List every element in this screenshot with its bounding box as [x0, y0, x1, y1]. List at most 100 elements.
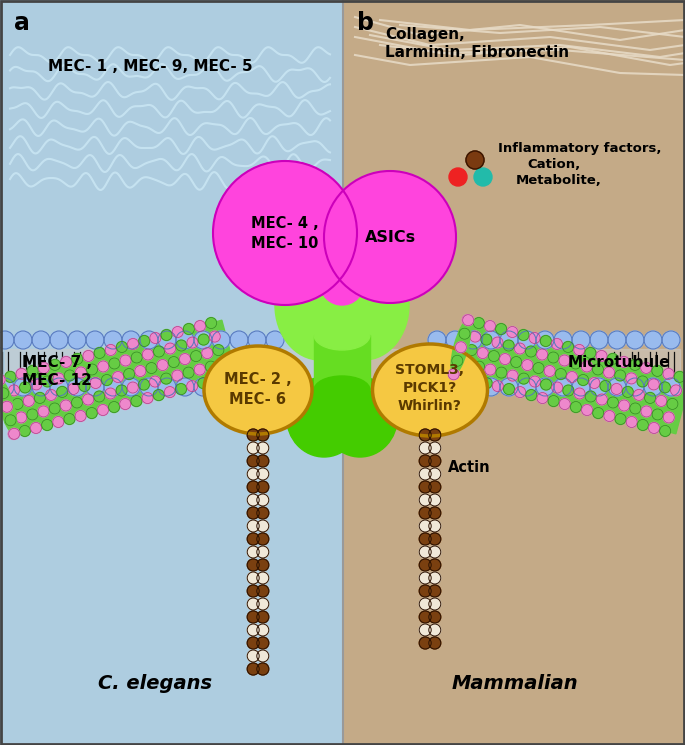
Circle shape — [0, 388, 8, 399]
Circle shape — [72, 353, 83, 364]
Circle shape — [86, 364, 97, 375]
Circle shape — [577, 375, 588, 385]
Circle shape — [674, 371, 685, 382]
Circle shape — [429, 481, 441, 493]
Circle shape — [146, 363, 157, 373]
Circle shape — [529, 332, 540, 343]
Text: Inflammatory factors,: Inflammatory factors, — [498, 142, 662, 155]
Circle shape — [503, 384, 514, 395]
Circle shape — [500, 331, 518, 349]
Circle shape — [662, 331, 680, 349]
Circle shape — [266, 378, 284, 396]
Circle shape — [572, 378, 590, 396]
Circle shape — [556, 369, 566, 379]
Circle shape — [600, 381, 611, 391]
Circle shape — [8, 428, 19, 440]
Circle shape — [135, 366, 146, 376]
Circle shape — [566, 372, 577, 382]
Bar — [5, 349, 680, 378]
Circle shape — [660, 382, 671, 393]
Circle shape — [257, 559, 269, 571]
Circle shape — [104, 331, 122, 349]
Circle shape — [320, 261, 364, 305]
Circle shape — [514, 343, 525, 354]
Circle shape — [20, 382, 31, 393]
Circle shape — [626, 331, 644, 349]
Circle shape — [247, 507, 259, 519]
Circle shape — [419, 533, 431, 545]
Circle shape — [511, 357, 522, 367]
Circle shape — [94, 347, 105, 358]
Circle shape — [257, 611, 269, 623]
Circle shape — [645, 393, 656, 404]
Text: MEC- 10: MEC- 10 — [251, 235, 319, 250]
Circle shape — [0, 387, 9, 399]
Circle shape — [0, 374, 5, 385]
Circle shape — [247, 663, 259, 675]
Text: b: b — [357, 11, 374, 35]
Circle shape — [590, 331, 608, 349]
Circle shape — [662, 378, 680, 396]
Circle shape — [429, 611, 441, 623]
Circle shape — [429, 598, 441, 610]
Circle shape — [247, 624, 259, 636]
Circle shape — [257, 663, 269, 675]
Circle shape — [257, 507, 269, 519]
Circle shape — [210, 331, 221, 342]
Circle shape — [448, 369, 459, 380]
Circle shape — [8, 385, 19, 396]
Circle shape — [473, 317, 484, 329]
Circle shape — [626, 416, 637, 428]
Circle shape — [458, 328, 469, 339]
Circle shape — [452, 355, 463, 367]
Circle shape — [540, 335, 551, 346]
Circle shape — [98, 361, 109, 372]
Circle shape — [71, 397, 82, 408]
Text: ASICs: ASICs — [364, 229, 416, 244]
Circle shape — [213, 161, 357, 305]
Circle shape — [585, 391, 596, 402]
Circle shape — [446, 378, 464, 396]
Text: STOML3,: STOML3, — [395, 363, 464, 377]
Circle shape — [49, 359, 60, 370]
Circle shape — [32, 378, 50, 396]
Circle shape — [14, 378, 32, 396]
Circle shape — [105, 388, 116, 399]
Circle shape — [530, 376, 540, 387]
Circle shape — [644, 331, 662, 349]
Circle shape — [474, 168, 492, 186]
Circle shape — [481, 334, 492, 345]
Circle shape — [142, 349, 153, 360]
Circle shape — [585, 347, 596, 358]
Ellipse shape — [0, 380, 17, 434]
Circle shape — [499, 354, 510, 364]
Circle shape — [470, 375, 481, 386]
Circle shape — [482, 378, 500, 396]
Circle shape — [663, 412, 674, 423]
Circle shape — [122, 331, 140, 349]
Circle shape — [626, 373, 637, 384]
Circle shape — [247, 494, 259, 506]
Circle shape — [548, 352, 559, 363]
Circle shape — [153, 390, 164, 401]
Circle shape — [101, 375, 112, 385]
Circle shape — [544, 366, 555, 376]
Text: Mammalian: Mammalian — [451, 674, 578, 693]
Circle shape — [149, 376, 160, 387]
Circle shape — [429, 637, 441, 649]
Circle shape — [419, 637, 431, 649]
Circle shape — [194, 378, 212, 396]
Circle shape — [507, 370, 518, 381]
Circle shape — [419, 468, 431, 480]
Circle shape — [19, 425, 30, 437]
Circle shape — [50, 378, 68, 396]
Circle shape — [57, 387, 68, 397]
Circle shape — [198, 334, 209, 345]
Circle shape — [429, 572, 441, 584]
Text: C. elegans: C. elegans — [98, 674, 212, 693]
Circle shape — [582, 405, 593, 416]
Circle shape — [127, 382, 138, 393]
Circle shape — [419, 520, 431, 532]
Circle shape — [554, 331, 572, 349]
Circle shape — [429, 624, 441, 636]
